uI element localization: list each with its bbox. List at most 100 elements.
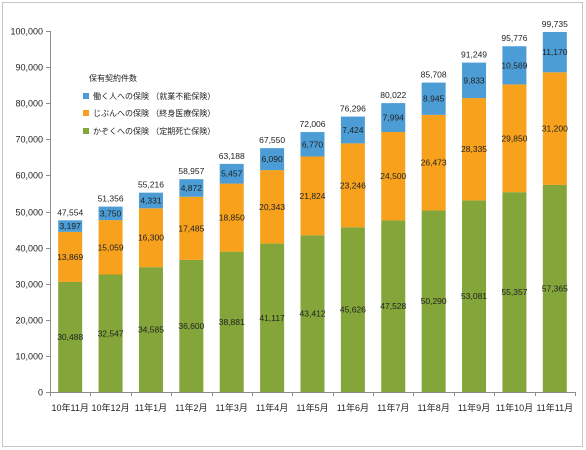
bar-segment-hataraku-3 bbox=[179, 179, 204, 197]
y-tick-label-5: 50,000 bbox=[15, 208, 43, 218]
bar-segment-kazoku-0 bbox=[58, 281, 83, 392]
data-label-kazoku-7: 45,626 bbox=[340, 305, 366, 315]
legend-label-jibun: じぶんへの保険 （終身医療保険） bbox=[93, 108, 215, 118]
bar-segment-jibun-3 bbox=[179, 196, 204, 260]
bar-segment-hataraku-4 bbox=[219, 163, 244, 184]
legend-swatch-kazoku bbox=[83, 128, 89, 134]
bar-segment-hataraku-12 bbox=[542, 31, 567, 73]
bar-segment-hataraku-1 bbox=[98, 206, 123, 221]
data-label-kazoku-9: 50,290 bbox=[421, 296, 447, 306]
x-axis: 10年11月 10年12月 11年1月 11年2月 11年3月 11年4月 11年5月 11年… bbox=[50, 392, 576, 413]
bar-segment-hataraku-10 bbox=[462, 62, 487, 99]
data-label-jibun-3: 17,485 bbox=[178, 223, 204, 233]
total-label-4: 63,188 bbox=[219, 151, 245, 161]
y-tick-label-1: 10,000 bbox=[15, 352, 43, 362]
data-label-hataraku-9: 8,945 bbox=[423, 94, 445, 104]
bar-segment-kazoku-5 bbox=[260, 243, 285, 392]
bar-segment-kazoku-10 bbox=[462, 200, 487, 392]
data-label-kazoku-4: 38,881 bbox=[219, 317, 245, 327]
bar-segment-jibun-8 bbox=[381, 131, 406, 221]
legend-label-kazoku: かぞくへの保険 （定期死亡保険） bbox=[93, 126, 215, 136]
data-label-hataraku-12: 11,170 bbox=[542, 47, 568, 57]
bar-segment-hataraku-2 bbox=[138, 192, 163, 209]
data-label-kazoku-5: 41,117 bbox=[259, 313, 285, 323]
x-tick-label-3: 11年2月 bbox=[175, 402, 207, 413]
legend-swatch-jibun bbox=[83, 110, 89, 116]
bar-segment-jibun-2 bbox=[138, 208, 163, 268]
data-label-jibun-11: 29,850 bbox=[501, 133, 527, 143]
x-tick-label-8: 11年7月 bbox=[377, 402, 409, 413]
legend-swatch-hataraku bbox=[83, 93, 89, 99]
x-tick-label-7: 11年6月 bbox=[337, 402, 369, 413]
x-tick-label-12: 11年11月 bbox=[536, 402, 573, 413]
data-label-hataraku-4: 5,457 bbox=[221, 169, 243, 179]
data-label-jibun-0: 13,869 bbox=[57, 252, 83, 262]
data-label-jibun-7: 23,246 bbox=[340, 180, 366, 190]
x-tick-label-10: 11年9月 bbox=[458, 402, 490, 413]
data-label-hataraku-11: 10,569 bbox=[501, 60, 527, 70]
bar-segment-jibun-12 bbox=[542, 72, 567, 185]
bar-segment-kazoku-6 bbox=[300, 235, 325, 392]
y-tick-label-4: 40,000 bbox=[15, 244, 43, 254]
y-tick-label-3: 30,000 bbox=[15, 280, 43, 290]
data-label-kazoku-8: 47,528 bbox=[380, 301, 406, 311]
bar-segment-kazoku-8 bbox=[381, 220, 406, 392]
data-label-jibun-8: 24,500 bbox=[380, 171, 406, 181]
bar-segment-jibun-4 bbox=[219, 183, 244, 252]
bar-segment-kazoku-9 bbox=[421, 210, 446, 392]
bar-segment-jibun-0 bbox=[58, 231, 83, 282]
data-label-hataraku-2: 4,331 bbox=[140, 195, 162, 205]
data-label-hataraku-6: 6,770 bbox=[302, 139, 324, 149]
bar-segment-hataraku-6 bbox=[300, 132, 325, 157]
data-label-jibun-6: 21,824 bbox=[300, 191, 326, 201]
x-tick-label-4: 11年3月 bbox=[216, 402, 248, 413]
bar-segment-hataraku-0 bbox=[58, 220, 83, 232]
data-label-kazoku-10: 53,081 bbox=[461, 291, 487, 301]
data-label-kazoku-11: 55,357 bbox=[501, 287, 527, 297]
legend-title: 保有契約件数 bbox=[89, 73, 137, 83]
data-label-hataraku-3: 4,872 bbox=[181, 183, 203, 193]
x-tick-label-5: 11年4月 bbox=[256, 402, 288, 413]
data-label-kazoku-12: 57,365 bbox=[542, 283, 568, 293]
legend-label-hataraku: 働く人への保険 （就業不能保険） bbox=[93, 91, 215, 101]
total-label-8: 80,022 bbox=[380, 90, 406, 100]
total-label-1: 51,356 bbox=[98, 194, 124, 204]
total-label-6: 72,006 bbox=[300, 119, 326, 129]
data-label-hataraku-7: 7,424 bbox=[342, 125, 364, 135]
y-axis: 0 10,000 20,000 30,000 40,000 50,000 60,000 70,… bbox=[10, 27, 51, 398]
y-tick-label-0: 0 bbox=[38, 388, 43, 398]
bar-segment-hataraku-11 bbox=[502, 46, 527, 85]
y-tick-label-6: 60,000 bbox=[15, 171, 43, 181]
data-label-kazoku-3: 36,600 bbox=[178, 321, 204, 331]
bar-segment-kazoku-2 bbox=[138, 267, 163, 392]
x-tick-label-6: 11年5月 bbox=[296, 402, 328, 413]
bar-group bbox=[58, 31, 567, 392]
bar-segment-jibun-11 bbox=[502, 84, 527, 193]
total-label-12: 99,735 bbox=[542, 19, 568, 29]
bar-segment-jibun-9 bbox=[421, 114, 446, 211]
bar-segment-hataraku-9 bbox=[421, 82, 446, 115]
x-tick-label-2: 11年1月 bbox=[135, 402, 167, 413]
bar-segment-jibun-6 bbox=[300, 156, 325, 236]
bar-segment-kazoku-7 bbox=[340, 227, 365, 392]
total-label-0: 47,554 bbox=[57, 207, 83, 217]
data-label-kazoku-2: 34,585 bbox=[138, 325, 164, 335]
total-label-2: 55,216 bbox=[138, 180, 164, 190]
data-label-group: 30,488 13,869 3,197 47,554 32,547 15,059 3,750… bbox=[57, 19, 568, 342]
data-label-jibun-4: 18,850 bbox=[219, 213, 245, 223]
data-label-hataraku-0: 3,197 bbox=[60, 221, 82, 231]
total-label-11: 95,776 bbox=[501, 33, 527, 43]
bar-segment-kazoku-4 bbox=[219, 251, 244, 392]
data-label-jibun-10: 28,335 bbox=[461, 144, 487, 154]
x-tick-label-11: 11年10月 bbox=[496, 402, 533, 413]
x-tick-label-1: 10年12月 bbox=[92, 402, 130, 413]
total-label-9: 85,708 bbox=[421, 70, 447, 80]
bar-segment-kazoku-11 bbox=[502, 192, 527, 392]
data-label-hataraku-5: 6,090 bbox=[261, 154, 283, 164]
x-tick-label-0: 10年11月 bbox=[52, 402, 89, 413]
data-label-hataraku-1: 3,750 bbox=[100, 208, 122, 218]
bar-segment-hataraku-5 bbox=[260, 148, 285, 171]
bar-segment-jibun-1 bbox=[98, 220, 123, 275]
